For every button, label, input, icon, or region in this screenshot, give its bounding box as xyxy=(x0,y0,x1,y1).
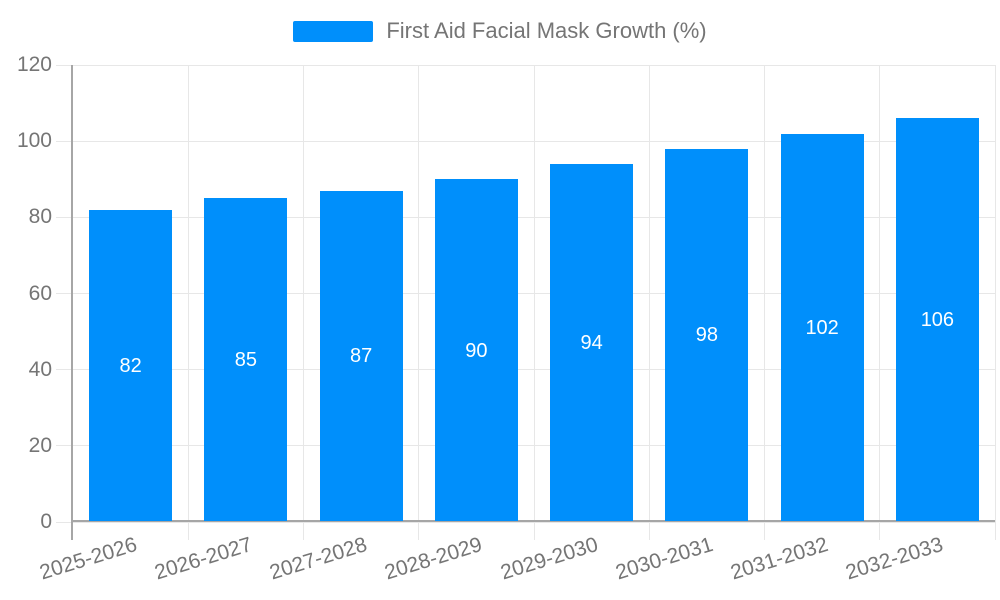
legend-item[interactable]: First Aid Facial Mask Growth (%) xyxy=(293,18,707,44)
y-axis-tick-label: 40 xyxy=(28,357,52,381)
grid-line-h xyxy=(56,521,995,523)
bar-value-label: 82 xyxy=(119,354,142,377)
grid-line-h xyxy=(56,140,995,142)
bar-value-label: 106 xyxy=(920,309,955,332)
y-axis-tick-label: 100 xyxy=(16,129,52,153)
grid-line-h xyxy=(56,64,995,66)
bar-value-label: 94 xyxy=(580,332,603,354)
grid-line-v xyxy=(533,65,535,540)
legend: First Aid Facial Mask Growth (%) xyxy=(0,18,1000,44)
bar[interactable] xyxy=(434,179,518,521)
y-axis-tick-label: 60 xyxy=(28,281,52,305)
bar-value-label: 85 xyxy=(234,349,257,372)
grid-line-h xyxy=(56,369,995,371)
grid-line-v xyxy=(418,65,420,540)
legend-label: First Aid Facial Mask Growth (%) xyxy=(386,18,707,43)
y-axis-tick-label: 20 xyxy=(28,433,52,457)
grid-line-v xyxy=(879,65,881,540)
y-axis-tick-label: 0 xyxy=(40,510,52,533)
bar[interactable] xyxy=(895,118,979,521)
bar-value-label: 90 xyxy=(465,339,488,362)
bar[interactable] xyxy=(204,198,288,521)
bar[interactable] xyxy=(319,190,403,521)
bar[interactable] xyxy=(780,133,864,521)
y-axis-line xyxy=(71,65,73,540)
grid-line-v xyxy=(303,65,304,540)
grid-line-v xyxy=(187,65,189,540)
bar-value-label: 98 xyxy=(695,324,718,347)
grid-line-h xyxy=(56,293,995,294)
grid-line-v xyxy=(764,65,765,540)
legend-swatch-icon xyxy=(293,20,374,42)
grid-line-h xyxy=(56,216,995,218)
grid-line-v xyxy=(648,65,650,540)
x-axis-line xyxy=(71,520,995,522)
y-axis-tick-label: 120 xyxy=(16,53,52,76)
bar[interactable] xyxy=(89,209,173,521)
grid-line-h xyxy=(56,445,995,447)
grid-line-v xyxy=(994,65,996,540)
bar[interactable] xyxy=(665,148,749,521)
bar-value-label: 102 xyxy=(805,316,839,339)
bar[interactable] xyxy=(550,164,634,521)
y-axis-tick-label: 80 xyxy=(28,205,52,229)
bar-value-label: 87 xyxy=(350,345,373,368)
